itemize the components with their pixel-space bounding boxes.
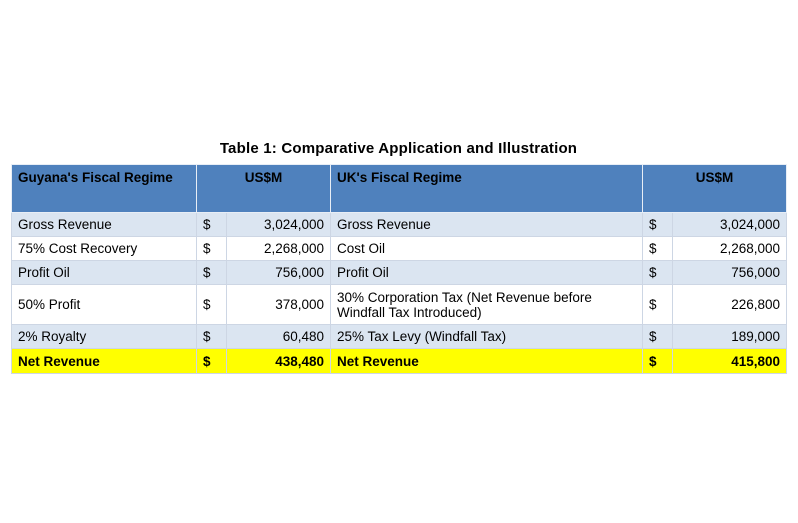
guyana-amount: 378,000 <box>225 284 332 325</box>
header-uk-usm: US$M <box>642 164 788 213</box>
header-guyana-usm: US$M <box>195 164 332 213</box>
guyana-item-label: 75% Cost Recovery <box>11 236 197 261</box>
guyana-net-amount: 438,480 <box>225 348 332 374</box>
guyana-item-label: Profit Oil <box>11 260 197 285</box>
uk-net-revenue-label: Net Revenue <box>330 348 644 374</box>
header-guyana-regime: Guyana's Fiscal Regime <box>11 164 197 213</box>
uk-item-label: Cost Oil <box>330 236 644 261</box>
guyana-item-label: 50% Profit <box>11 284 197 325</box>
guyana-currency-symbol: $ <box>196 284 227 325</box>
table-caption-prefix: Table 1: <box>219 140 282 157</box>
table-row: 2% Royalty $ 60,480 25% Tax Levy (Windfa… <box>11 324 788 349</box>
guyana-net-revenue-label: Net Revenue <box>11 348 197 374</box>
guyana-item-label: 2% Royalty <box>11 324 197 349</box>
guyana-amount: 3,024,000 <box>225 212 332 237</box>
uk-item-label: 25% Tax Levy (Windfall Tax) <box>330 324 644 349</box>
uk-amount: 189,000 <box>672 324 788 349</box>
uk-amount: 3,024,000 <box>672 212 788 237</box>
table-caption-main: Comparative Application and Illustration <box>281 140 578 157</box>
comparative-fiscal-table: Guyana's Fiscal Regime US$M UK's Fiscal … <box>11 164 788 374</box>
uk-net-currency-symbol: $ <box>642 348 674 374</box>
guyana-amount: 2,268,000 <box>225 236 332 261</box>
guyana-amount: 60,480 <box>225 324 332 349</box>
table-row: 75% Cost Recovery $ 2,268,000 Cost Oil $… <box>11 236 788 261</box>
table-row: 50% Profit $ 378,000 30% Corporation Tax… <box>11 284 788 325</box>
uk-item-label: Profit Oil <box>330 260 644 285</box>
uk-currency-symbol: $ <box>642 284 674 325</box>
uk-net-amount: 415,800 <box>672 348 788 374</box>
guyana-item-label: Gross Revenue <box>11 212 197 237</box>
table-caption: Table 1: Comparative Application and Ill… <box>11 140 786 157</box>
uk-amount: 756,000 <box>672 260 788 285</box>
guyana-amount: 756,000 <box>225 260 332 285</box>
header-uk-regime: UK's Fiscal Regime <box>330 164 644 213</box>
document-content: Table 1: Comparative Application and Ill… <box>11 140 788 374</box>
guyana-currency-symbol: $ <box>196 324 227 349</box>
guyana-currency-symbol: $ <box>196 260 227 285</box>
uk-currency-symbol: $ <box>642 260 674 285</box>
guyana-currency-symbol: $ <box>196 236 227 261</box>
uk-amount: 2,268,000 <box>672 236 788 261</box>
guyana-currency-symbol: $ <box>196 212 227 237</box>
table-row: Profit Oil $ 756,000 Profit Oil $ 756,00… <box>11 260 788 285</box>
table-row: Gross Revenue $ 3,024,000 Gross Revenue … <box>11 212 788 237</box>
uk-currency-symbol: $ <box>642 212 674 237</box>
net-revenue-row: Net Revenue $ 438,480 Net Revenue $ 415,… <box>11 348 788 374</box>
uk-currency-symbol: $ <box>642 324 674 349</box>
table-header-row: Guyana's Fiscal Regime US$M UK's Fiscal … <box>11 164 788 213</box>
guyana-net-currency-symbol: $ <box>196 348 227 374</box>
uk-item-label: Gross Revenue <box>330 212 644 237</box>
uk-currency-symbol: $ <box>642 236 674 261</box>
uk-item-label: 30% Corporation Tax (Net Revenue before … <box>330 284 644 325</box>
uk-amount: 226,800 <box>672 284 788 325</box>
